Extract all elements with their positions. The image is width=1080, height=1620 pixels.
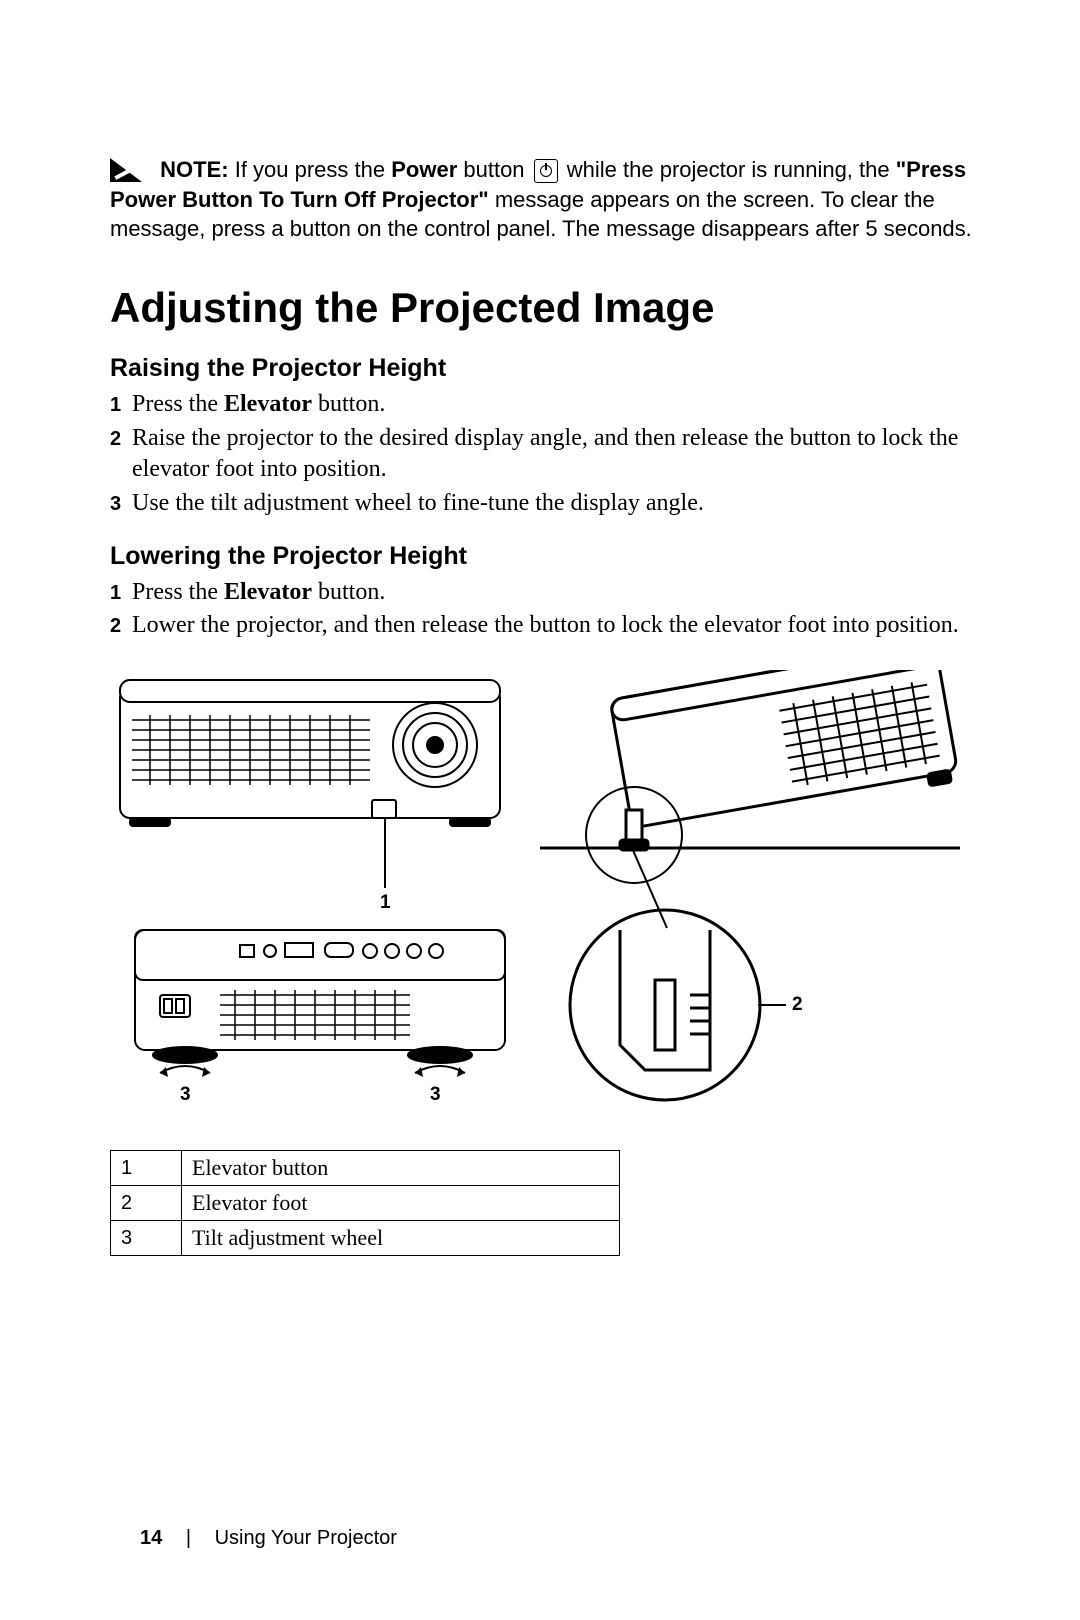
step-text: button. [312,391,385,417]
legend-label: Elevator foot [182,1186,620,1221]
step-bold: Elevator [224,579,312,605]
step-number: 1 [110,577,132,609]
step-text: Use the tilt adjustment wheel to fine-tu… [132,490,704,516]
chapter-title: Using Your Projector [215,1527,397,1549]
lower-steps: 1 Press the Elevator button. 2 Lower the… [110,577,980,642]
callout-1: 1 [380,892,391,914]
table-row: 2 Elevator foot [111,1186,620,1221]
note-label: NOTE: [160,157,228,182]
list-item: 1 Press the Elevator button. [110,577,980,609]
legend-label: Elevator button [182,1151,620,1186]
raise-heading: Raising the Projector Height [110,354,980,383]
projector-back-view [130,925,510,1095]
step-text: Lower the projector, and then release th… [132,612,959,638]
table-row: 1 Elevator button [111,1151,620,1186]
leader-line [622,848,682,968]
note-icon [110,158,144,184]
page-number: 14 [140,1527,162,1549]
manual-page: NOTE: If you press the Power button whil… [0,0,1080,1620]
note-block: NOTE: If you press the Power button whil… [110,155,980,244]
legend-label: Tilt adjustment wheel [182,1221,620,1256]
projector-front-view [110,670,510,850]
legend-num: 3 [111,1221,182,1256]
note-text-1: If you press the [235,157,392,182]
lower-heading: Lowering the Projector Height [110,542,980,571]
callout-line-1 [375,818,395,896]
projector-diagram: 1 [110,670,980,1110]
legend-table: 1 Elevator button 2 Elevator foot 3 Tilt… [110,1150,620,1256]
step-number: 2 [110,610,132,642]
power-icon [534,159,558,183]
step-number: 3 [110,488,132,520]
raise-steps: 1 Press the Elevator button. 2 Raise the… [110,389,980,520]
step-text: Press the [132,579,224,605]
list-item: 2 Raise the projector to the desired dis… [110,423,980,486]
section-title: Adjusting the Projected Image [110,284,980,332]
projector-side-view [540,670,960,890]
step-number: 1 [110,389,132,421]
page-footer: 14 | Using Your Projector [140,1527,397,1550]
callout-3b: 3 [430,1084,441,1106]
note-text-2: button [457,157,530,182]
callout-3a: 3 [180,1084,191,1106]
step-text: Raise the projector to the desired displ… [132,425,958,483]
table-row: 3 Tilt adjustment wheel [111,1221,620,1256]
step-bold: Elevator [224,391,312,417]
callout-2: 2 [792,994,803,1016]
list-item: 3 Use the tilt adjustment wheel to fine-… [110,488,980,520]
note-power-word: Power [391,157,457,182]
legend-num: 1 [111,1151,182,1186]
footer-separator: | [186,1527,191,1549]
step-text: button. [312,579,385,605]
step-number: 2 [110,423,132,486]
list-item: 2 Lower the projector, and then release … [110,610,980,642]
list-item: 1 Press the Elevator button. [110,389,980,421]
step-text: Press the [132,391,224,417]
legend-num: 2 [111,1186,182,1221]
note-text-3: while the projector is running, the [561,157,896,182]
